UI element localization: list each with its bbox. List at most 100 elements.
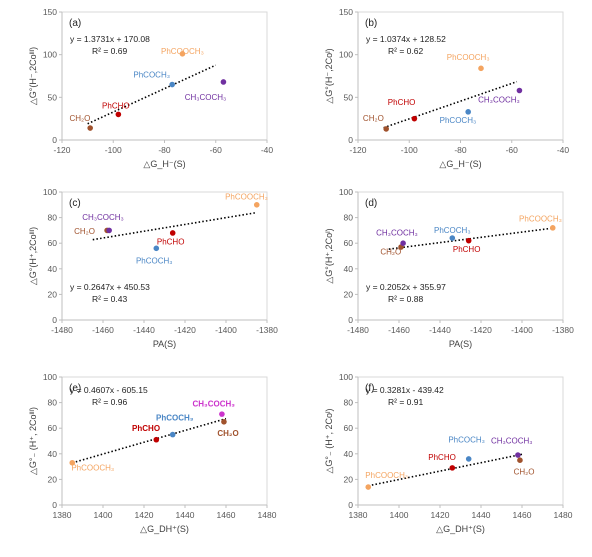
data-point [449, 235, 456, 241]
x-tick-label: 1380 [53, 510, 72, 520]
r-squared: R² = 0.69 [92, 46, 127, 56]
y-tick-label: 0 [52, 135, 57, 145]
data-point [219, 411, 225, 417]
x-tick-label: -1400 [511, 325, 533, 335]
point-label: CH₃COCH₃ [491, 437, 533, 446]
panel-label: (d) [365, 198, 377, 209]
y-tick-label: 100 [339, 187, 353, 197]
x-tick-label: 1400 [94, 510, 113, 520]
data-point [383, 126, 389, 132]
y-tick-label: 20 [344, 289, 354, 299]
trend-equation: y = 1.3731x + 170.08 [70, 34, 150, 44]
x-tick-label: 1480 [554, 510, 573, 520]
data-point [516, 87, 523, 94]
point-label: PhCHO [453, 245, 481, 254]
x-tick-label: -1480 [347, 325, 369, 335]
point-label: PhCHO [428, 453, 456, 462]
y-tick-label: 80 [48, 213, 58, 223]
data-point [220, 79, 227, 85]
point-label: CH₃COCH₃ [192, 399, 235, 408]
y-tick-label: 40 [344, 264, 354, 274]
point-label: CH₂O [363, 114, 384, 123]
x-tick-label: -1460 [92, 325, 114, 335]
point-label: CH₂O [69, 114, 90, 123]
data-point [253, 202, 260, 208]
x-tick-label: -1380 [552, 325, 574, 335]
x-axis-label: △G_H⁻(S) [439, 159, 481, 169]
chart-panel-a: 0 50 100 150 -120 -100 -80 -60 -40 △G_H⁻(S) △G°(H⁻… [28, 7, 273, 169]
y-tick-label: 20 [344, 474, 354, 484]
x-tick-label: -100 [401, 145, 418, 155]
x-tick-label: -80 [158, 145, 171, 155]
y-tick-label: 0 [348, 315, 353, 325]
point-label: CH₃COCH₃ [376, 229, 418, 238]
trendline [368, 453, 523, 487]
panel-label: (c) [69, 198, 81, 209]
point-label: PhCOOCH₃ [161, 47, 204, 56]
x-tick-label: -1420 [174, 325, 196, 335]
y-tick-label: 20 [48, 474, 58, 484]
data-point [411, 115, 418, 122]
x-tick-label: -40 [557, 145, 570, 155]
data-point [549, 225, 556, 231]
point-label: CH₃COCH₃ [82, 213, 124, 222]
trend-equation: y = 0.2647x + 450.53 [70, 282, 150, 292]
y-tick-label: 60 [344, 238, 354, 248]
trendline [87, 64, 217, 125]
y-tick-label: 40 [48, 264, 58, 274]
point-label: PhCOOCH₃ [225, 193, 268, 202]
y-tick-label: 150 [43, 7, 57, 17]
point-label: CH₂O [217, 429, 238, 438]
x-tick-label: 1460 [217, 510, 236, 520]
chart-panel-f: 0 20 40 60 80 100 1380 1400 1420 1440 1460 1480 △G_D… [324, 372, 573, 534]
y-axis-label: △G°₋ (H⁺, 2Coᴵ) [324, 408, 334, 473]
data-point [153, 436, 160, 443]
y-axis-label: △G°(H⁺,2Coᴵᴵᴵ) [28, 227, 38, 285]
y-tick-label: 80 [344, 213, 354, 223]
point-label: PhCHO [388, 98, 416, 107]
data-point [465, 237, 472, 244]
data-point [169, 431, 176, 438]
point-label: PhCHO [132, 424, 160, 433]
y-axis-label: △G°₋ (H⁺, 2Coᴵᴵᴵ) [28, 407, 38, 475]
y-tick-label: 50 [48, 92, 58, 102]
y-tick-label: 0 [348, 135, 353, 145]
x-tick-label: -1380 [256, 325, 278, 335]
data-point [449, 465, 456, 471]
y-axis-label: △G°(H⁻,2Coᴵᴵᴵ) [28, 47, 38, 105]
y-tick-label: 40 [48, 449, 58, 459]
y-tick-label: 100 [43, 372, 57, 382]
r-squared: R² = 0.43 [92, 294, 127, 304]
r-squared: R² = 0.96 [92, 397, 127, 407]
point-label: PhCHO [157, 237, 185, 246]
data-point [400, 240, 406, 246]
point-label: PhCOCH₃ [440, 116, 477, 125]
y-tick-label: 0 [348, 500, 353, 510]
point-label: PhCOOCH₃ [447, 53, 490, 62]
y-tick-label: 80 [48, 398, 58, 408]
point-label: PhCOOCH₃ [519, 214, 562, 223]
x-tick-label: -60 [506, 145, 519, 155]
data-point [169, 230, 176, 236]
panel-label: (f) [365, 383, 374, 394]
x-tick-label: -80 [454, 145, 467, 155]
x-axis-label: PA(S) [449, 339, 472, 349]
y-axis-label: △G°(H⁻,2Coᴵ) [324, 48, 334, 103]
data-point [221, 419, 227, 425]
data-point [365, 484, 372, 490]
trendline [72, 417, 227, 464]
point-label: PhCOCH₃ [136, 257, 173, 266]
chart-panel-d: 0 20 40 60 80 100 -1480 -1460 -1440 -1420 -1400 -13… [324, 187, 574, 349]
data-point [515, 452, 521, 458]
trendline [383, 80, 518, 129]
data-point [465, 109, 471, 115]
y-tick-label: 100 [43, 187, 57, 197]
y-tick-label: 100 [339, 50, 353, 60]
point-label: PhCOCH₃ [156, 414, 194, 423]
data-point [179, 51, 186, 57]
point-label: CH₃COCH₃ [478, 95, 520, 104]
x-tick-label: -1480 [51, 325, 73, 335]
x-tick-label: 1440 [472, 510, 491, 520]
panel-label: (e) [69, 383, 81, 394]
